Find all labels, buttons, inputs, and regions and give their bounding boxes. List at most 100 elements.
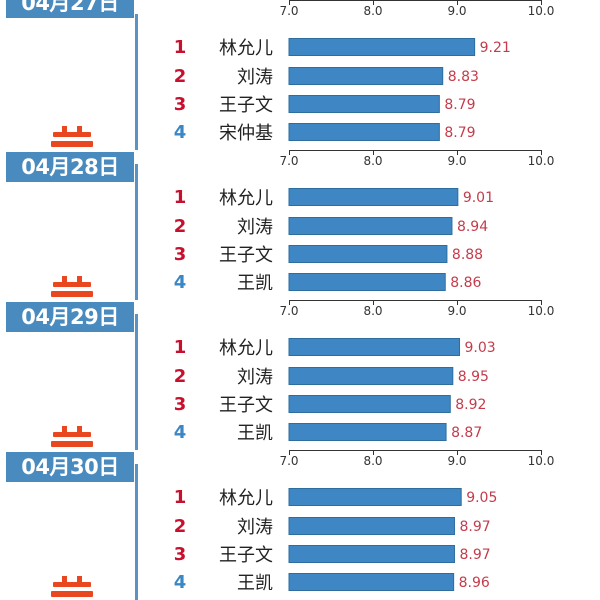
value-label: 9.05 [466,490,497,506]
value-label: 8.79 [444,97,475,113]
rank-number: 2 [174,366,187,387]
chart-panel: 7.0 8.0 9.0 10.0 1 林允儿 9.01 2 刘涛 8.94 3 王子文 8.88 4 王凯 8… [0,150,600,300]
x-tick-label: 10.0 [528,154,555,168]
category-label: 宋仲基 [219,123,273,144]
rank-number: 1 [174,37,187,58]
category-label: 林允儿 [219,488,273,509]
rank-number: 2 [174,216,187,237]
bar-3 [288,395,451,413]
category-label: 林允儿 [219,38,273,59]
bar-1 [288,38,476,56]
bar-3 [288,245,448,263]
rank-number: 3 [174,394,187,415]
date-tab: 04月30日 [6,452,134,482]
category-label: 刘涛 [237,67,273,88]
x-tick-label: 10.0 [528,454,555,468]
bar-2 [288,217,453,235]
rank-number: 3 [174,244,187,265]
category-label: 王子文 [219,395,273,416]
x-tick-label: 9.0 [447,154,466,168]
x-tick-label: 7.0 [279,4,298,18]
x-tick-label: 8.0 [363,454,382,468]
x-tick-label: 9.0 [447,454,466,468]
rank-number: 3 [174,544,187,565]
bar-4 [288,273,446,291]
x-tick-label: 8.0 [363,154,382,168]
bar-3 [288,545,455,563]
bar-chart: 7.0 8.0 9.0 10.0 1 林允儿 9.01 2 刘涛 8.94 3 王子文 8.88 4 王凯 8… [174,150,555,294]
value-label: 8.97 [459,519,490,535]
rank-number: 1 [174,337,187,358]
category-label: 王子文 [219,545,273,566]
timeline-line [135,14,138,150]
value-label: 9.21 [480,40,511,56]
category-label: 王子文 [219,95,273,116]
timeline-line [135,314,138,450]
rank-number: 3 [174,94,187,115]
bar-2 [288,67,444,85]
timeline-line [135,164,138,300]
bar-1 [288,488,462,506]
category-label: 林允儿 [219,188,273,209]
rank-number: 4 [174,272,187,293]
bar-1 [288,338,461,356]
category-label: 王凯 [237,273,273,294]
value-label: 8.96 [459,575,490,591]
category-label: 刘涛 [237,517,273,538]
rank-number: 1 [174,487,187,508]
bar-1 [288,188,459,206]
bar-chart: 7.0 8.0 9.0 10.0 1 林允儿 9.03 2 刘涛 8.95 3 王子文 8.92 4 王凯 8… [174,300,555,444]
value-label: 9.01 [463,190,494,206]
value-label: 8.92 [455,397,486,413]
date-tab: 04月29日 [6,302,134,332]
bar-2 [288,367,454,385]
value-label: 8.95 [458,369,489,385]
x-tick-label: 10.0 [528,304,555,318]
x-tick-label: 7.0 [279,454,298,468]
rank-number: 4 [174,122,187,143]
x-tick-label: 10.0 [528,4,555,18]
value-label: 8.97 [459,547,490,563]
rank-number: 1 [174,187,187,208]
bar-4 [288,123,440,141]
value-label: 8.94 [457,219,488,235]
bar-3 [288,95,440,113]
x-tick-label: 7.0 [279,304,298,318]
chart-panel: 7.0 8.0 9.0 10.0 1 林允儿 9.05 2 刘涛 8.97 3 王子文 8.97 4 王凯 8… [0,450,600,600]
x-tick-label: 8.0 [363,4,382,18]
date-tab: 04月28日 [6,152,134,182]
x-tick-label: 7.0 [279,154,298,168]
logo-mark [50,574,96,600]
bar-chart: 7.0 8.0 9.0 10.0 1 林允儿 9.05 2 刘涛 8.97 3 王子文 8.97 4 王凯 8… [174,450,555,594]
chart-panel: 7.0 8.0 9.0 10.0 1 林允儿 9.21 2 刘涛 8.83 3 王子文 8.79 4 宋仲基… [0,0,600,150]
category-label: 王凯 [237,423,273,444]
bar-chart: 7.0 8.0 9.0 10.0 1 林允儿 9.21 2 刘涛 8.83 3 王子文 8.79 4 宋仲基… [174,0,555,144]
bar-4 [288,573,455,591]
value-label: 9.03 [465,340,496,356]
value-label: 8.86 [450,275,481,291]
timeline-line [135,464,138,600]
rank-number: 2 [174,516,187,537]
logo-mark [50,274,96,300]
category-label: 刘涛 [237,367,273,388]
category-label: 刘涛 [237,217,273,238]
x-tick-label: 9.0 [447,4,466,18]
value-label: 8.83 [448,69,479,85]
logo-mark [50,424,96,450]
rank-number: 4 [174,572,187,593]
rank-number: 2 [174,66,187,87]
bar-2 [288,517,455,535]
chart-panel: 7.0 8.0 9.0 10.0 1 林允儿 9.03 2 刘涛 8.95 3 王子文 8.92 4 王凯 8… [0,300,600,450]
bar-4 [288,423,447,441]
logo-mark [50,124,96,150]
category-label: 林允儿 [219,338,273,359]
date-tab: 04月27日 [6,0,134,18]
category-label: 王凯 [237,573,273,594]
value-label: 8.87 [451,425,482,441]
x-tick-label: 9.0 [447,304,466,318]
value-label: 8.79 [444,125,475,141]
x-tick-label: 8.0 [363,304,382,318]
value-label: 8.88 [452,247,483,263]
rank-number: 4 [174,422,187,443]
category-label: 王子文 [219,245,273,266]
